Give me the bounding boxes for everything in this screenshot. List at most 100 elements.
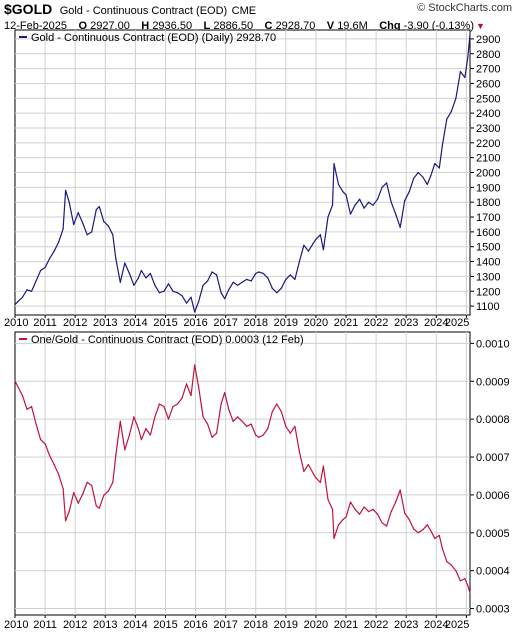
data-point (98, 507, 100, 509)
data-point (172, 406, 174, 408)
x-tick-label: 2022 (364, 317, 388, 329)
high-label: H (141, 20, 150, 32)
data-point (163, 290, 165, 292)
data-point (467, 585, 469, 587)
data-point (112, 481, 114, 484)
data-point (77, 502, 79, 504)
chart-title-row: $GOLD Gold - Continuous Contract (EOD) C… (4, 1, 256, 17)
y-tick-label: 1300 (476, 271, 500, 283)
data-point (35, 280, 37, 282)
x-tick-label: 2025 (445, 619, 469, 631)
data-point (124, 262, 126, 264)
data-point (413, 177, 415, 180)
data-point (459, 580, 461, 582)
data-point (294, 425, 296, 427)
data-point (327, 216, 329, 218)
data-point (30, 290, 33, 292)
series-line (14, 364, 471, 594)
quote-change: Chg -3.90 (-0.13%) ▼ (379, 20, 485, 32)
data-point (395, 213, 397, 215)
x-tick-label: 2020 (304, 619, 328, 631)
data-point (426, 183, 428, 185)
data-point (53, 250, 55, 252)
data-point (367, 510, 370, 513)
data-point (185, 302, 188, 304)
data-point (262, 434, 264, 436)
data-point (434, 537, 436, 540)
quote-low: L 2886.50 (204, 20, 254, 32)
data-point (358, 198, 361, 200)
data-point (386, 525, 388, 527)
x-tick-label: 2012 (63, 317, 87, 329)
y-tick-label: 0.0008 (476, 414, 510, 426)
y-tick-label: 0.0005 (476, 528, 510, 540)
data-point (64, 189, 67, 191)
data-point (26, 289, 28, 291)
data-point (149, 434, 152, 436)
data-point (267, 428, 269, 430)
data-point (349, 501, 352, 503)
data-point (39, 438, 42, 441)
data-point (250, 423, 252, 425)
data-point (434, 162, 436, 165)
data-point (271, 287, 273, 289)
data-point (241, 420, 243, 423)
quote-row: 12-Feb-2025 O 2927.00 H 2936.50 L 2886.5… (4, 16, 492, 32)
data-point (190, 395, 192, 397)
y-tick-label: 2300 (476, 123, 500, 135)
data-point (133, 416, 135, 418)
data-point (154, 284, 156, 286)
data-point (62, 228, 64, 230)
data-point (98, 206, 100, 208)
x-tick-label: 2013 (93, 317, 117, 329)
data-point (64, 520, 67, 522)
change-value: -3.90 (-0.13%) (403, 20, 474, 32)
data-point (21, 395, 24, 397)
data-point (112, 234, 114, 236)
data-point (363, 207, 365, 209)
y-tick-label: 1500 (476, 242, 500, 254)
chart-panel-2: 0.0003 0.0004 0.0005 0.0006 0.0007 0.0008 0.00… (4, 331, 510, 631)
data-point (276, 292, 278, 294)
data-point (49, 257, 51, 260)
y-tick-label: 2000 (476, 168, 500, 180)
brand-text: © StockCharts.com (417, 2, 512, 14)
data-point (331, 204, 334, 206)
data-point (426, 524, 428, 526)
data-point (390, 510, 392, 513)
x-tick-label: 2022 (364, 619, 388, 631)
quote-volume: V 19.6M (327, 20, 368, 32)
x-tick-label: 2019 (274, 619, 298, 631)
data-point (133, 284, 135, 286)
data-point (158, 403, 161, 405)
data-point (289, 274, 291, 276)
data-point (86, 234, 88, 236)
data-point (211, 436, 213, 438)
data-point (181, 397, 183, 399)
data-point (262, 272, 264, 275)
data-point (137, 428, 139, 430)
data-point (377, 198, 379, 200)
data-point (303, 470, 305, 473)
data-point (337, 183, 340, 185)
x-tick-label: 2021 (334, 619, 358, 631)
data-point (103, 220, 105, 223)
x-tick-label: 2017 (213, 619, 237, 631)
data-point (312, 243, 314, 245)
data-point (408, 518, 410, 521)
data-point (58, 473, 60, 476)
data-point (17, 386, 19, 388)
legend-label: Gold - Continuous Contract (EOD) (Daily)… (31, 32, 276, 44)
data-point (237, 284, 239, 286)
data-point (441, 145, 443, 147)
data-point (422, 176, 424, 178)
data-point (333, 537, 335, 540)
y-tick-label: 2100 (476, 153, 500, 165)
data-point (342, 518, 344, 521)
data-point (358, 513, 361, 515)
data-point (73, 492, 75, 494)
data-point (107, 225, 109, 227)
x-tick-label: 2015 (153, 317, 177, 329)
data-point (185, 383, 188, 385)
close-label: C (264, 20, 273, 32)
